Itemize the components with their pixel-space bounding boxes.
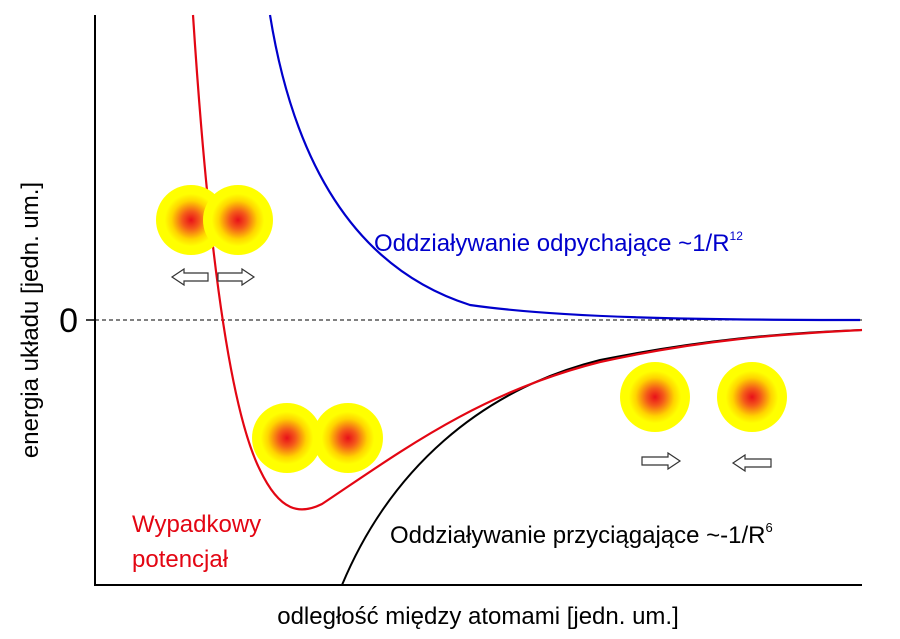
arrow-left [170, 267, 209, 287]
arrow-right [217, 267, 256, 287]
atom [313, 403, 383, 473]
repulsive-label: Oddziaływanie odpychające ~1/R12 [374, 229, 743, 257]
atom [252, 403, 322, 473]
zero-label: 0 [59, 302, 78, 340]
total-curve [191, 14, 863, 511]
atom [717, 362, 787, 432]
repulsive-curve [268, 14, 861, 322]
total-label: Wypadkowy [132, 511, 261, 538]
y-axis-label: energia układu [jedn. um.] [17, 182, 44, 458]
exponent: 6 [766, 520, 773, 535]
exponent: 12 [730, 229, 744, 243]
arrow-left [731, 453, 772, 473]
label-text: Oddziaływanie przyciągające ~-1/R [390, 522, 766, 549]
atom [203, 185, 273, 255]
attractive-label: Oddziaływanie przyciągające ~-1/R6 [390, 520, 773, 549]
atom [620, 362, 690, 432]
total-label: potencjał [132, 546, 229, 573]
arrow-right [641, 451, 682, 471]
x-axis-label: odległość między atomami [jedn. um.] [277, 603, 679, 630]
label-text: Oddziaływanie odpychające ~1/R [374, 230, 730, 257]
